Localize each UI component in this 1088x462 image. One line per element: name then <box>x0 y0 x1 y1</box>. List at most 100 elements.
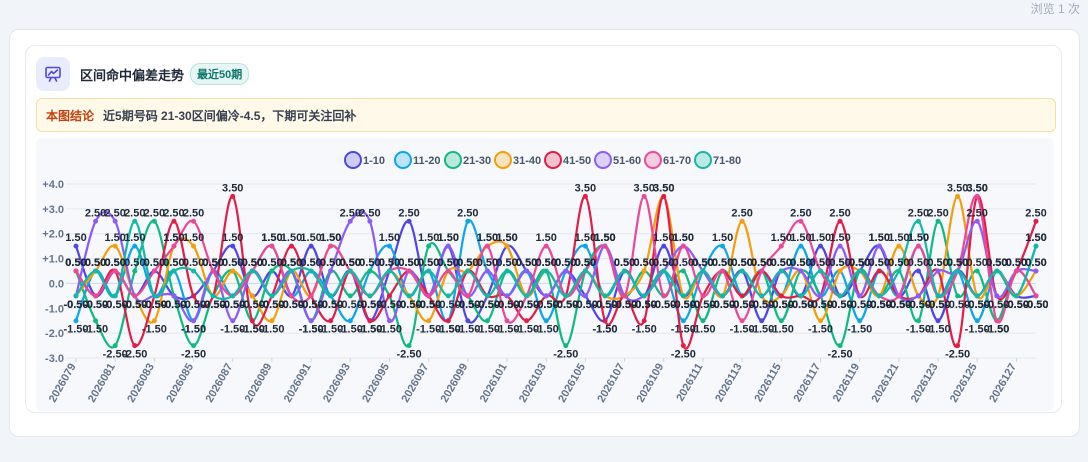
data-label: 0.50 <box>496 257 517 269</box>
data-label: 0.50 <box>359 257 380 269</box>
legend-label: 41-50 <box>563 155 591 167</box>
x-tick-label: 2026101 <box>478 361 510 404</box>
data-label: 0.50 <box>535 257 556 269</box>
data-point <box>563 268 569 274</box>
data-point <box>328 293 334 299</box>
y-tick-label: +3.0 <box>42 204 64 216</box>
data-label: 0.50 <box>555 257 576 269</box>
data-label: -0.50 <box>1004 299 1029 311</box>
data-point <box>249 318 255 324</box>
data-label: -0.50 <box>749 299 774 311</box>
data-point <box>132 343 138 349</box>
y-tick-label: -2.0 <box>45 328 64 340</box>
data-point <box>955 193 961 199</box>
data-label: 0.50 <box>65 257 86 269</box>
data-label: -0.50 <box>808 299 833 311</box>
legend-label: 21-30 <box>463 155 491 167</box>
data-label: -1.50 <box>592 324 617 336</box>
data-point <box>915 268 921 274</box>
data-label: -0.50 <box>788 299 813 311</box>
panel-outer: 区间命中偏差走势 最近50期 本图结论 近5期号码 21-30区间偏冷-4.5，… <box>9 29 1080 437</box>
data-label: -0.50 <box>886 299 911 311</box>
data-point <box>289 293 295 299</box>
data-point <box>93 318 99 324</box>
data-label: 2.50 <box>359 207 380 219</box>
data-point <box>1033 218 1039 224</box>
data-point <box>484 318 490 324</box>
data-point <box>602 243 608 249</box>
data-label: -2.50 <box>397 349 422 361</box>
data-label: 0.50 <box>849 257 870 269</box>
data-label: -0.50 <box>808 299 833 311</box>
data-point <box>876 293 882 299</box>
data-label: 0.50 <box>65 257 86 269</box>
data-label: -0.50 <box>671 299 696 311</box>
data-label: 1.50 <box>1025 232 1046 244</box>
data-point <box>876 268 882 274</box>
legend-item: 51-60 <box>594 151 641 169</box>
x-tick-label: 2026111 <box>674 362 705 404</box>
data-point <box>857 268 863 274</box>
data-label: 0.50 <box>261 257 282 269</box>
view-count: 浏览 1 次 <box>1030 2 1080 16</box>
data-label: 1.50 <box>418 232 439 244</box>
data-point <box>543 268 549 274</box>
data-label: -0.50 <box>886 299 911 311</box>
data-label: 1.50 <box>477 232 498 244</box>
data-label: -0.50 <box>553 299 578 311</box>
data-label: 0.50 <box>790 257 811 269</box>
data-point <box>641 318 647 324</box>
data-point <box>465 268 471 274</box>
data-label: 1.50 <box>594 232 615 244</box>
data-point <box>524 293 530 299</box>
data-point <box>915 293 921 299</box>
data-label: -1.50 <box>416 324 441 336</box>
data-label: -0.50 <box>632 299 657 311</box>
data-label: -2.50 <box>671 349 696 361</box>
data-label: 2.50 <box>1025 207 1046 219</box>
data-point <box>1013 293 1019 299</box>
data-label: 0.50 <box>986 257 1007 269</box>
data-point <box>798 218 804 224</box>
data-point <box>778 243 784 249</box>
data-label: -1.50 <box>299 324 324 336</box>
data-label: 0.50 <box>144 257 165 269</box>
data-point <box>367 218 373 224</box>
data-point <box>798 243 804 249</box>
data-label: 0.50 <box>516 257 537 269</box>
data-label: 0.50 <box>340 257 361 269</box>
data-label: 0.50 <box>242 257 263 269</box>
x-tick-label: 2026085 <box>164 362 196 405</box>
data-label: -1.50 <box>83 324 108 336</box>
data-label: 0.50 <box>163 257 184 269</box>
data-label: -2.50 <box>181 349 206 361</box>
data-label: -0.50 <box>122 299 147 311</box>
data-label: -0.50 <box>847 299 872 311</box>
data-label: -0.50 <box>965 299 990 311</box>
data-label: -0.50 <box>161 299 186 311</box>
data-label: -0.50 <box>867 299 892 311</box>
data-label: -1.50 <box>318 324 343 336</box>
data-label: -0.50 <box>965 299 990 311</box>
series-71-80 <box>73 218 1039 301</box>
x-tick-label: 2026103 <box>517 362 549 405</box>
data-point <box>367 318 373 324</box>
data-point <box>641 193 647 199</box>
data-point <box>680 318 686 324</box>
y-tick-label: -3.0 <box>45 353 64 365</box>
data-label: -0.50 <box>671 299 696 311</box>
data-label: 0.50 <box>398 257 419 269</box>
data-point <box>230 193 236 199</box>
data-point <box>1033 268 1039 274</box>
data-label: -1.50 <box>357 324 382 336</box>
data-label: -0.50 <box>494 299 519 311</box>
data-label: 1.50 <box>908 232 929 244</box>
data-label: -1.50 <box>906 324 931 336</box>
legend-label: 51-60 <box>613 155 641 167</box>
data-label: -1.50 <box>259 324 284 336</box>
data-label: 1.50 <box>496 232 517 244</box>
data-label: -2.50 <box>553 349 578 361</box>
data-label: -0.50 <box>161 299 186 311</box>
card-header: 区间命中偏差走势 最近50期 <box>36 56 250 92</box>
data-point <box>837 293 843 299</box>
